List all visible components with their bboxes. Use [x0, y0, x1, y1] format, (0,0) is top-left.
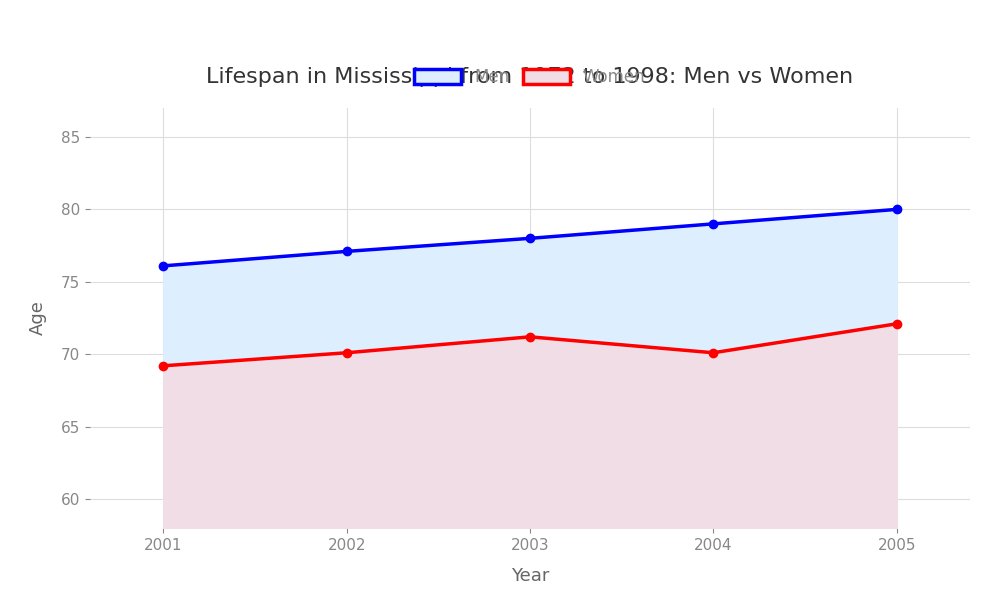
Legend: Men, Women: Men, Women [408, 62, 652, 93]
X-axis label: Year: Year [511, 566, 549, 584]
Y-axis label: Age: Age [29, 301, 47, 335]
Title: Lifespan in Mississippi from 1972 to 1998: Men vs Women: Lifespan in Mississippi from 1972 to 199… [206, 67, 854, 87]
